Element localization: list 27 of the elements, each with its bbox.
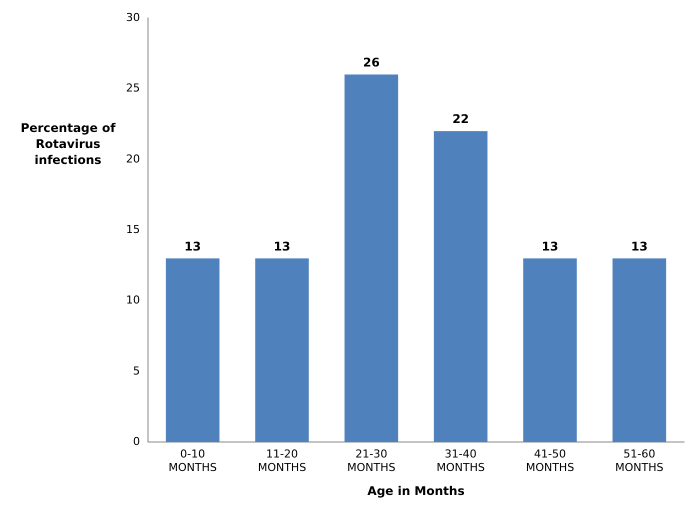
y-tick-label: 20 (126, 152, 140, 166)
data-label: 22 (452, 112, 470, 126)
x-tick-label: 21-30 MONTHS (347, 448, 396, 474)
y-tick-label: 30 (126, 10, 140, 24)
bar (523, 258, 577, 442)
data-label: 13 (542, 240, 558, 254)
bar (344, 74, 398, 442)
data-label: 13 (184, 240, 202, 254)
bar (255, 258, 309, 442)
x-tick-label: 0-10 MONTHS (168, 448, 217, 474)
y-tick-label: 0 (133, 435, 140, 448)
bar (434, 131, 488, 442)
y-axis-title: Percentage of Rotavirus infections (20, 121, 116, 167)
y-tick-label: 15 (126, 222, 140, 236)
bar (166, 258, 220, 442)
x-tick-label: 41-50 MONTHS (526, 448, 574, 474)
y-tick-label: 25 (126, 82, 140, 95)
bar (612, 258, 666, 442)
x-axis-title: Age in Months (367, 484, 465, 498)
data-label: 26 (362, 56, 380, 70)
x-tick-label: 11-20 MONTHS (258, 448, 306, 474)
data-label: 13 (274, 240, 290, 254)
x-tick-label: 51-60 MONTHS (615, 448, 664, 474)
data-label: 13 (630, 240, 648, 254)
y-tick-label: 10 (126, 294, 140, 307)
x-tick-label: 31-40 MONTHS (436, 448, 485, 474)
y-tick-label: 5 (133, 364, 140, 378)
